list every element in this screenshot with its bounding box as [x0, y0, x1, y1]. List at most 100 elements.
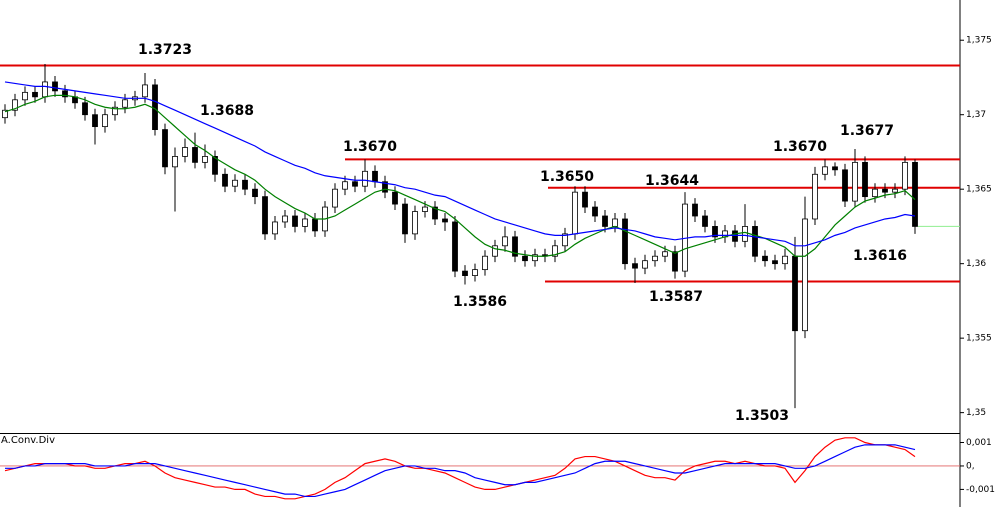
y-tick-label: -0,001 — [966, 485, 995, 495]
candle-body — [702, 215, 708, 227]
moving-average — [4, 94, 916, 257]
candle-body — [782, 255, 788, 265]
price-annotation: 1.3677 — [840, 123, 894, 139]
candle-body — [572, 191, 578, 235]
candle-body — [252, 188, 258, 198]
candle-body — [212, 156, 218, 175]
y-tick-label: 1,375 — [966, 36, 992, 46]
price-annotation: 1.3670 — [773, 139, 827, 155]
candle-body — [242, 179, 248, 190]
candle-body — [512, 236, 518, 257]
candle-body — [412, 211, 418, 235]
candle-body — [352, 181, 358, 187]
price-annotation: 1.3670 — [343, 139, 397, 155]
price-annotation: 1.3723 — [138, 42, 192, 58]
candle-body — [482, 255, 488, 271]
candle-body — [92, 114, 98, 128]
candle-body — [362, 170, 368, 187]
candle-body — [382, 181, 388, 193]
candle-body — [632, 263, 638, 269]
candle-body — [192, 147, 198, 163]
candle-body — [312, 218, 318, 232]
candle-body — [342, 181, 348, 190]
candle-body — [492, 245, 498, 257]
candle-body — [12, 99, 18, 111]
candle-body — [332, 188, 338, 208]
candle-body — [882, 188, 888, 193]
y-tick-label: 1,36 — [966, 259, 986, 269]
candle-body — [732, 230, 738, 242]
candle-body — [422, 206, 428, 212]
candle-body — [832, 166, 838, 171]
candle-body — [122, 99, 128, 108]
candle-body — [522, 255, 528, 262]
candle-body — [392, 191, 398, 205]
price-annotation: 1.3650 — [540, 169, 594, 185]
candle-body — [142, 84, 148, 98]
candle-body — [532, 254, 538, 262]
candle-body — [592, 206, 598, 217]
candle-body — [232, 179, 238, 187]
panel-title: A.Conv.Div — [1, 435, 55, 446]
candle-body — [752, 226, 758, 257]
candle-body — [262, 196, 268, 235]
candle-body — [2, 109, 8, 119]
candle-body — [222, 173, 228, 187]
candle-body — [802, 218, 808, 332]
candle-body — [612, 218, 618, 227]
candle-body — [462, 270, 468, 276]
candle-body — [892, 188, 898, 193]
candle-body — [872, 188, 878, 198]
candle-body — [112, 106, 118, 116]
candle-body — [42, 81, 48, 98]
candle-body — [812, 173, 818, 220]
candle-body — [772, 260, 778, 265]
candle-body — [292, 215, 298, 227]
candle-body — [162, 129, 168, 168]
candle-body — [792, 255, 798, 332]
candle-body — [622, 218, 628, 265]
candle-body — [912, 161, 918, 227]
candle-body — [902, 161, 908, 190]
y-tick-label: 1,35 — [966, 408, 986, 418]
candle-body — [102, 114, 108, 128]
macd-line — [5, 444, 916, 498]
candle-body — [762, 255, 768, 262]
candle-body — [62, 90, 68, 98]
price-annotation: 1.3688 — [200, 103, 254, 119]
candle-body — [302, 218, 308, 227]
candle-body — [822, 166, 828, 175]
candle-body — [52, 81, 58, 92]
candle-body — [282, 215, 288, 223]
candle-body — [602, 215, 608, 227]
candle-body — [402, 203, 408, 235]
candle-body — [712, 226, 718, 238]
candle-body — [562, 233, 568, 247]
y-tick-label: 0,001 — [966, 438, 992, 448]
candle-body — [182, 147, 188, 157]
candle-body — [432, 206, 438, 220]
moving-average — [4, 81, 916, 247]
y-tick-label: 1,37 — [966, 110, 986, 120]
macd-line — [4, 437, 916, 500]
price-annotation: 1.3644 — [645, 173, 699, 189]
price-annotation: 1.3503 — [735, 408, 789, 424]
y-tick-label: 1,365 — [966, 185, 992, 195]
candle-body — [152, 84, 158, 131]
candle-body — [552, 245, 558, 257]
y-tick-label: 1,355 — [966, 334, 992, 344]
candle-body — [842, 169, 848, 202]
candle-body — [742, 226, 748, 242]
candle-body — [32, 91, 38, 98]
candle-body — [582, 191, 588, 208]
candle-body — [442, 218, 448, 223]
candle-body — [202, 156, 208, 163]
price-annotation: 1.3616 — [853, 248, 907, 264]
price-annotation: 1.3587 — [649, 289, 703, 305]
candle-body — [22, 91, 28, 101]
candle-body — [672, 251, 678, 272]
candle-body — [852, 161, 858, 202]
candle-body — [662, 251, 668, 257]
candle-body — [652, 255, 658, 262]
